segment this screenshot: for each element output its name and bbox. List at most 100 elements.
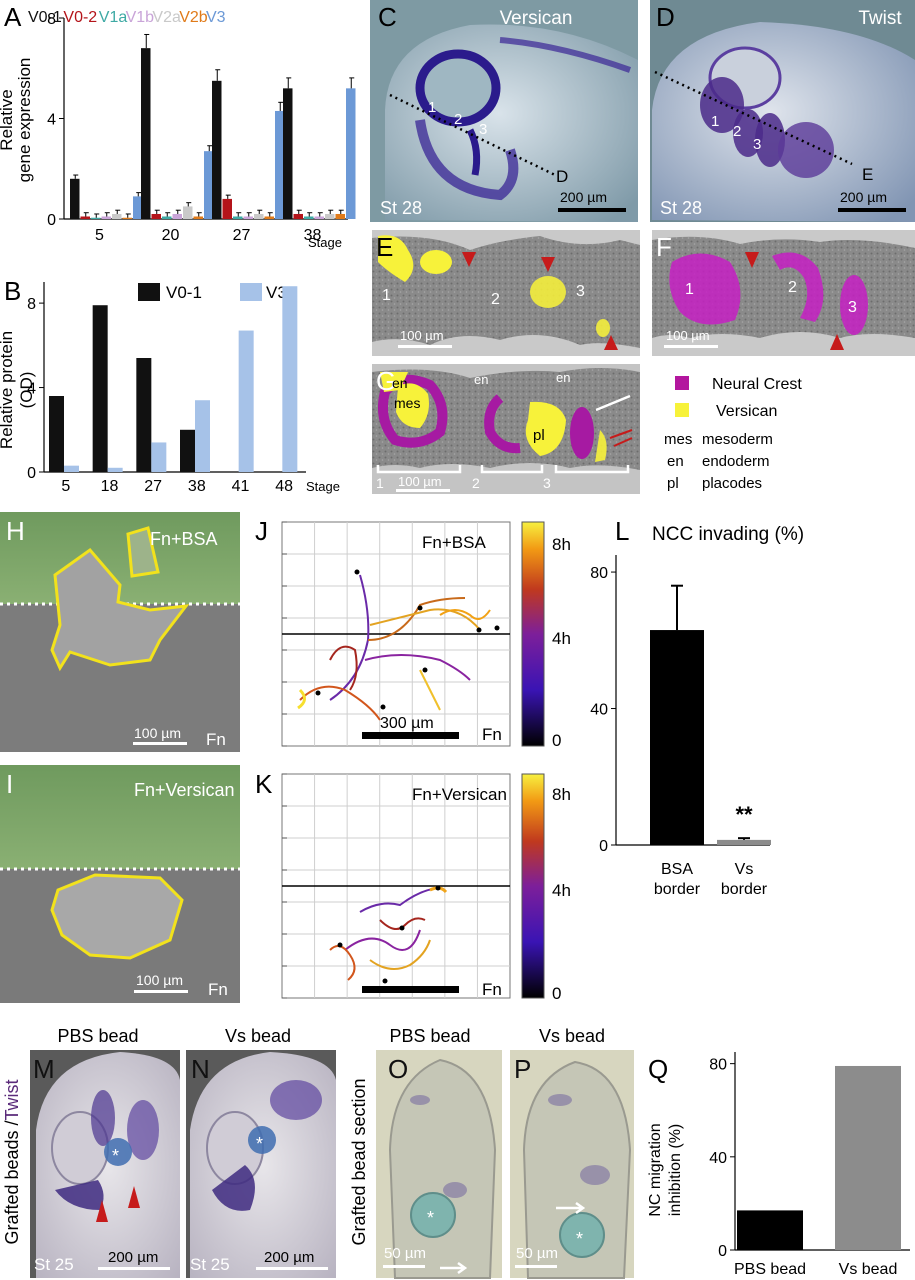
panel-m-stream-1: [55, 1180, 104, 1210]
panel-c-eye: [415, 49, 501, 127]
panel-p-scale-bar: [515, 1265, 557, 1268]
panel-a-bar: [264, 216, 274, 219]
panel-letter-b: B: [4, 276, 21, 306]
panel-d-num-3: 3: [753, 136, 761, 153]
panel-p-bead: [559, 1212, 605, 1258]
panel-h-cell-outline: [126, 526, 160, 578]
panel-q-ytick-label: 0: [718, 1243, 727, 1260]
panel-letter-i: I: [6, 769, 13, 799]
panel-g-white-line: [595, 394, 631, 412]
panel-j-tracks: [297, 569, 500, 721]
panel-h-scale-bar: [133, 742, 187, 745]
legend-versican-swatch: [675, 403, 689, 417]
panel-k-track-end: [399, 925, 405, 931]
panel-letter-h: H: [6, 516, 25, 546]
panel-a-xtick-label: 20: [162, 227, 180, 244]
panel-l-xtick-label: Vs: [735, 861, 754, 878]
panel-q-bar: [737, 1210, 803, 1250]
panel-h-explant-outline: [50, 547, 190, 672]
panel-j-track-end: [422, 667, 428, 673]
legend-full-en: endoderm: [702, 453, 770, 470]
panel-a-bar: [304, 216, 314, 219]
panel-a-bar: [101, 216, 111, 219]
panel-o-stain-2: [443, 1182, 467, 1198]
panel-j-colorbar: [521, 521, 545, 747]
panel-j-track-end: [380, 704, 386, 710]
panel-m-side-label: Grafted beads /Twist: [2, 1079, 22, 1244]
panel-e-arrowhead-2: [541, 257, 555, 272]
panel-a-bar: [133, 196, 143, 219]
panel-b-bar: [107, 467, 123, 472]
panel-b-xlabel: Stage: [306, 479, 340, 494]
panel-o: PBS bead Grafted bead section * O 50 µm: [349, 1026, 502, 1279]
legend-b-v3-swatch: [240, 283, 262, 301]
panel-g-bracket-1: [376, 465, 462, 474]
panel-o-scale-bar: [383, 1265, 425, 1268]
legend-versican-label: Versican: [716, 403, 777, 420]
panel-m-scale: 200 µm: [108, 1249, 158, 1266]
panel-g-num-1: 1: [376, 475, 384, 491]
legend-abbr-pl: pl: [667, 475, 679, 492]
panel-a-xlabel: Stage: [308, 235, 342, 250]
panel-a-bar: [183, 206, 193, 219]
panel-o-stain-1: [410, 1095, 430, 1105]
panel-d-dashed-label: E: [862, 165, 873, 184]
panel-g-label-en-1: en: [392, 375, 408, 391]
legend-b-v3-label: V3: [266, 283, 287, 302]
panel-j-scale-bar: [362, 732, 459, 739]
panel-a-ytick-label: 0: [47, 212, 56, 229]
panel-d-num-1: 1: [711, 113, 719, 130]
panel-a-ylabel-line1: Relative: [0, 89, 16, 150]
panel-q-chart: 0 40 80 PBS bead Vs bead: [709, 1052, 910, 1278]
panel-b-ytick-label: 4: [27, 381, 36, 398]
panel-e-versican-1: [378, 235, 414, 282]
panel-g-label-pl: pl: [533, 427, 545, 444]
panel-l-chart: 0 40 80 BSA border Vs border **: [590, 555, 771, 898]
panel-a-xtick-label: 27: [233, 227, 251, 244]
panel-letter-k: K: [255, 769, 273, 799]
panel-b-xtick-label: 38: [188, 478, 206, 495]
legend-full-pl: placodes: [702, 475, 762, 492]
panel-j-track: [419, 669, 441, 711]
panel-letter-q: Q: [648, 1054, 668, 1084]
panel-f-crest-1: [669, 253, 741, 325]
panel-l-ytick-label: 80: [590, 565, 608, 582]
panel-j-track: [369, 608, 481, 631]
panel-g-bracket-3: [554, 465, 630, 474]
panel-a-bar: [172, 213, 182, 219]
panel-m-scale-bar: [98, 1267, 170, 1270]
panel-a-bar: [335, 213, 345, 219]
panel-h: H Fn+BSA 100 µm Fn: [0, 512, 240, 752]
panel-e-arrowhead-1: [462, 252, 476, 267]
panel-a-bar: [275, 110, 285, 219]
legend-abbr-mes: mes: [664, 431, 692, 448]
panel-e: E 1 2 3 100 µm: [372, 230, 640, 356]
panel-j-track: [297, 688, 306, 710]
panel-b-bar: [195, 400, 210, 472]
panel-b-bar: [282, 286, 298, 472]
panel-q-xtick-label: PBS bead: [734, 1261, 806, 1278]
panel-c-num-2: 2: [454, 111, 462, 128]
legend-a-v3: V3: [206, 9, 226, 26]
panel-a-bar: [204, 151, 214, 219]
panel-a-bar: [193, 216, 203, 219]
panel-m-stream-2: [91, 1090, 115, 1146]
panel-m-side-a: Grafted beads /: [2, 1120, 22, 1244]
panel-f-num-1: 1: [685, 281, 694, 298]
panel-j-track: [329, 645, 358, 691]
panel-d-stream-1: [700, 77, 744, 133]
panel-o-title: PBS bead: [389, 1026, 470, 1046]
panel-b-ylabel-line2: (OD): [17, 372, 36, 409]
panel-letter-o: O: [388, 1054, 408, 1084]
panel-g: G en mes en en pl 1 2 3 100 µm: [372, 364, 640, 494]
panel-e-versican-2: [420, 250, 452, 274]
panel-n-bead: [248, 1126, 276, 1154]
panel-letter-n: N: [191, 1054, 210, 1084]
panel-j-title: Fn+BSA: [422, 533, 486, 552]
legend-a-v2a: V2a: [152, 9, 181, 26]
panel-a-bar: [112, 213, 122, 219]
panel-letter-g: G: [376, 366, 396, 396]
panel-a-bar: [243, 216, 253, 219]
panel-c: C Versican 1 2 3 D St 28 200 µm: [370, 0, 638, 223]
